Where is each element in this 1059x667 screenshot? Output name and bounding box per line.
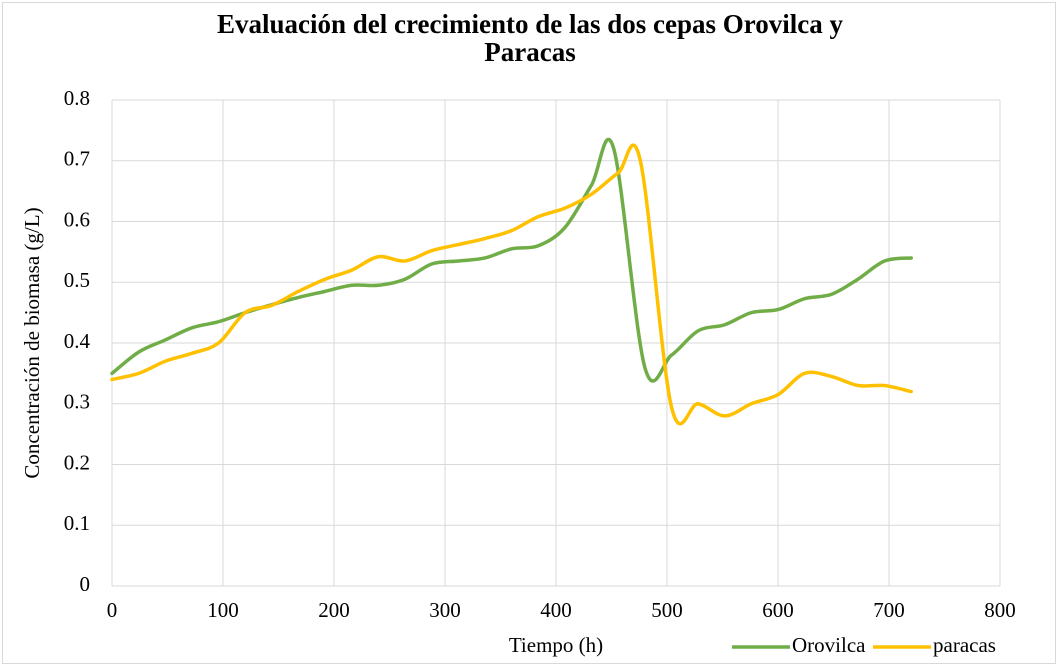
x-axis-label: Tiempo (h) bbox=[509, 633, 603, 657]
y-tick-label: 0.5 bbox=[64, 268, 90, 292]
y-tick-label: 0.6 bbox=[64, 207, 90, 231]
y-tick-label: 0 bbox=[80, 572, 91, 596]
x-tick-label: 100 bbox=[207, 598, 239, 622]
data-line bbox=[110, 143, 913, 426]
y-tick-label: 0.7 bbox=[64, 147, 90, 171]
y-tick-label: 0.1 bbox=[64, 511, 90, 535]
chart-title: Evaluación del crecimiento de las dos ce… bbox=[217, 9, 843, 67]
x-tick-label: 600 bbox=[762, 598, 794, 622]
y-tick-label: 0.2 bbox=[64, 450, 90, 474]
x-tick-label: 400 bbox=[540, 598, 572, 622]
legend-label: paracas bbox=[933, 633, 996, 657]
y-tick-label: 0.8 bbox=[64, 86, 90, 110]
x-tick-label: 0 bbox=[107, 598, 118, 622]
y-axis-label: Concentración de biomasa (g/L) bbox=[20, 207, 44, 478]
x-tick-label: 300 bbox=[429, 598, 461, 622]
x-tick-label: 200 bbox=[318, 598, 350, 622]
x-tick-label: 500 bbox=[651, 598, 683, 622]
legend-label: Orovilca bbox=[792, 633, 866, 657]
y-tick-label: 0.4 bbox=[64, 329, 91, 353]
x-tick-label: 800 bbox=[984, 598, 1016, 622]
x-tick-label: 700 bbox=[873, 598, 905, 622]
y-tick-label: 0.3 bbox=[64, 390, 90, 414]
